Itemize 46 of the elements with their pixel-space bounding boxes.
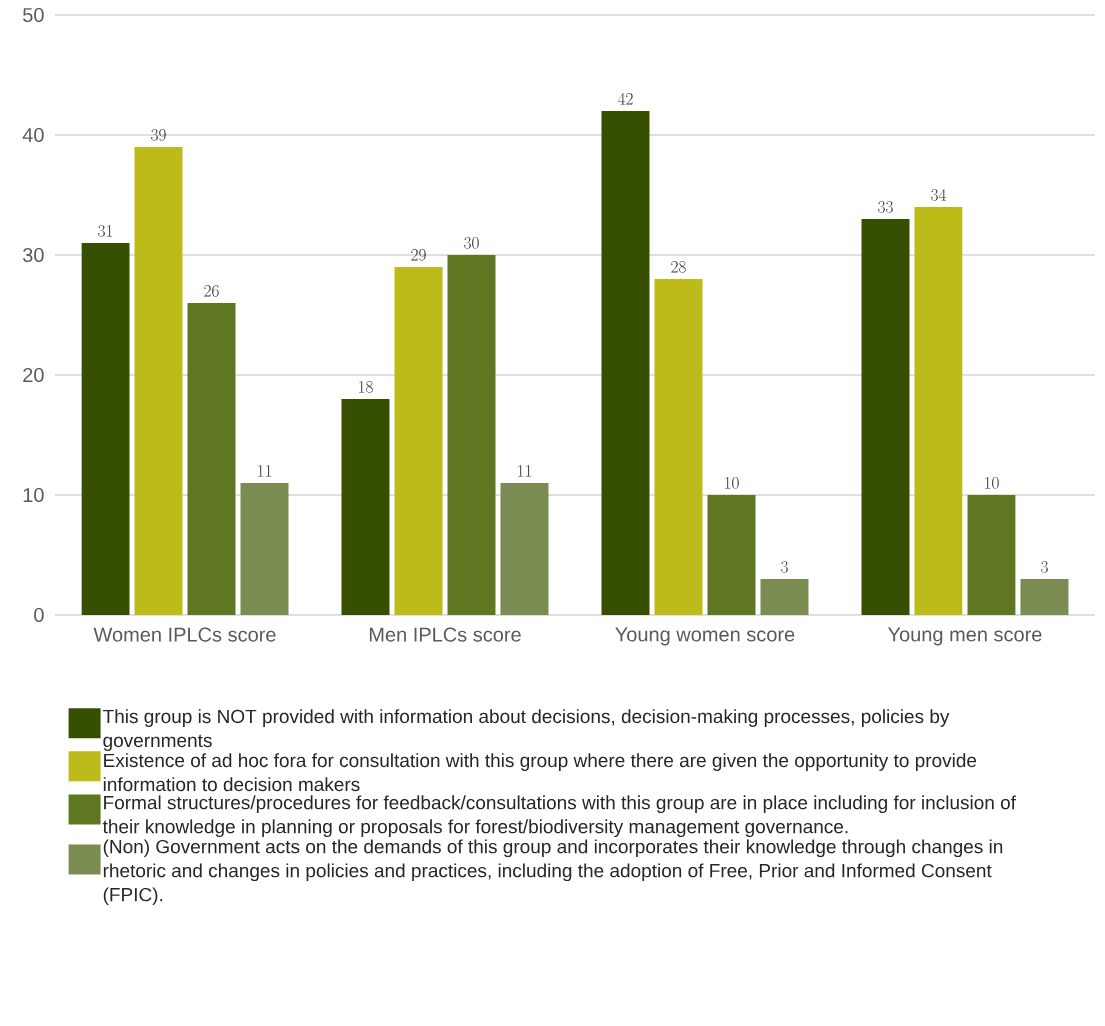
data-label: 11 (258, 465, 272, 477)
bar (760, 579, 809, 615)
y-tick-label: 30 (22, 247, 44, 263)
data-label: 3 (781, 561, 788, 573)
data-label: 33 (878, 201, 893, 213)
y-tick-label: 50 (23, 7, 44, 23)
data-label: 34 (931, 188, 947, 201)
data-label: 42 (617, 92, 633, 105)
bar (447, 255, 496, 615)
legend-label: This group is NOT provided with information about decisions, decision-making processes, policies by governments (103, 709, 950, 751)
bar (967, 495, 1016, 615)
data-label: 30 (464, 237, 479, 249)
bar (394, 267, 443, 615)
bar (1020, 579, 1069, 615)
bar (914, 207, 963, 615)
x-tick-label: Women IPLCs score (93, 627, 276, 642)
bar (187, 303, 236, 615)
legend-label: (Non) Government acts on the demands of this group and incorporates their knowledge through changes in rhetoric and changes in policies and practices, including the adoption of Free, Prior and Informed Consent (FPIC). (103, 839, 1003, 906)
x-tick-label: Men IPLCs score (369, 627, 521, 642)
bar (654, 279, 703, 615)
bar (707, 495, 756, 615)
bar (240, 483, 289, 615)
bar (134, 147, 183, 615)
data-label: 29 (411, 249, 426, 261)
bar (861, 219, 910, 615)
y-tick-label: 20 (23, 367, 44, 383)
bar (500, 483, 549, 615)
bar (601, 111, 650, 615)
x-tick-label: Young women score (615, 627, 795, 646)
data-label: 28 (671, 261, 686, 273)
y-tick-label: 40 (22, 127, 44, 143)
legend-label: Formal structures/procedures for feedback/consultations with this group are in place including for inclusion of their knowledge in planning or proposals for forest/biodiversity management governance. (102, 795, 1016, 838)
bar (341, 399, 390, 615)
data-label: 11 (518, 465, 532, 477)
data-label: 18 (359, 381, 373, 393)
bar (81, 243, 130, 615)
data-label: 26 (204, 285, 219, 297)
y-tick-label: 10 (23, 487, 44, 503)
data-label: 10 (985, 477, 999, 489)
data-label: 39 (151, 129, 166, 141)
x-tick-label: Young men score (887, 627, 1042, 646)
data-label: 10 (725, 477, 739, 489)
y-tick-label: 0 (34, 607, 44, 623)
legend-label: Existence of ad hoc fora for consultation with this group where there are given the opportunity to provide information to decision makers (103, 753, 977, 792)
data-label: 31 (98, 225, 113, 237)
data-label: 3 (1041, 561, 1048, 573)
